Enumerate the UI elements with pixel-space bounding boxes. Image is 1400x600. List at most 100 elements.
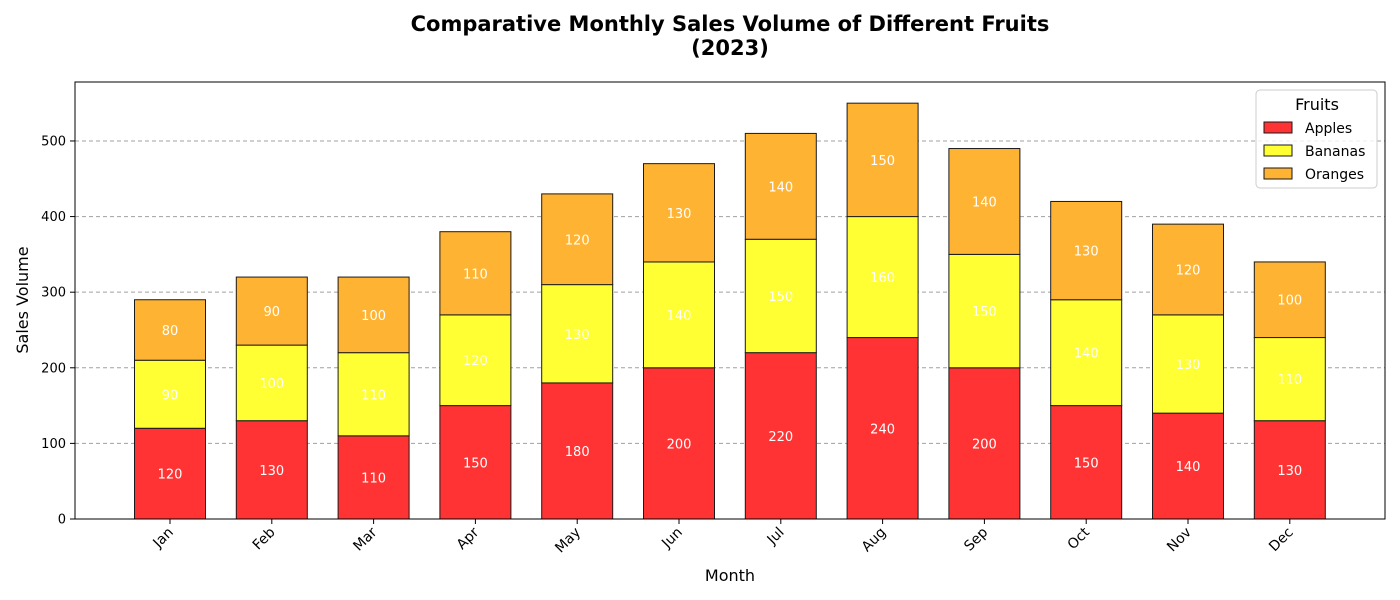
bar-apples-jun [643,367,715,520]
data-label: 200 [667,437,692,452]
data-label: 140 [1176,460,1201,475]
bar-oranges-mar [337,276,410,354]
data-label: 100 [1277,294,1302,309]
data-label: 150 [870,154,895,169]
data-label: 130 [667,207,692,222]
y-tick-label: 300 [41,286,66,301]
bar-bananas-jan [134,359,206,429]
y-tick-label: 200 [41,361,66,376]
chart-subtitle: (2023) [691,36,769,60]
data-labels: 120 90 80 130 100 90 110 110 100 150 120 110 180 130 1… [158,154,1303,487]
data-label: 220 [768,430,793,445]
bar-bananas-aug [846,216,919,339]
x-tick-label: May [552,525,584,557]
data-label: 150 [1074,456,1099,471]
bar-oranges-oct [1050,200,1123,301]
data-label: 150 [972,305,997,320]
data-label: 140 [667,309,692,324]
data-label: 120 [158,468,183,483]
x-axis-label: Month [705,566,755,585]
y-tick-label: 100 [41,437,66,452]
x-tick-label: Feb [250,524,279,553]
y-axis: 0 100 200 300 400 500 [41,134,75,528]
bar-oranges-aug [846,102,919,218]
data-label: 120 [565,233,590,248]
data-label: 130 [1277,464,1302,479]
data-label: 130 [259,464,284,479]
bar-oranges-jan [134,299,206,361]
bar-apples-sep [948,367,1021,520]
data-label: 130 [1176,358,1201,373]
y-tick-label: 500 [41,134,66,149]
legend-label-apples: Apples [1305,121,1352,137]
bar-oranges-feb [235,276,308,346]
data-label: 200 [972,437,997,452]
data-label: 150 [768,290,793,305]
plot-area [74,81,1386,520]
legend-title: Fruits [1295,95,1339,114]
bar-bananas-sep [948,253,1021,369]
bar-oranges-apr [439,231,512,316]
bar-apples-apr [439,405,512,520]
chart-title: Comparative Monthly Sales Volume of Diff… [411,12,1050,36]
data-label: 110 [463,267,488,282]
legend: Fruits Apples Bananas Oranges [1255,89,1378,189]
bar-oranges-dec [1253,261,1326,339]
x-tick-label: Oct [1065,524,1094,553]
data-label: 100 [259,377,284,392]
bar-apples-may [541,382,614,520]
x-tick-label: Jun [658,525,685,552]
data-label: 180 [565,445,590,460]
bar-apples-jul [744,352,817,520]
legend-label-oranges: Oranges [1305,167,1364,183]
data-label: 130 [565,328,590,343]
y-axis-label: Sales Volume [13,246,32,353]
bar-oranges-may [541,193,614,286]
data-label: 110 [361,471,386,486]
x-tick-label: Aug [859,525,890,556]
y-tick-label: 400 [41,210,66,225]
data-label: 110 [1277,373,1302,388]
data-label: 90 [162,388,179,403]
bar-apples-aug [846,337,919,520]
data-label: 130 [1074,245,1099,260]
bar-apples-oct [1050,405,1123,520]
x-tick-label: Jul [764,525,788,549]
legend-box [1255,89,1378,189]
data-label: 90 [264,305,281,320]
legend-swatch-apples [1263,121,1293,134]
data-label: 240 [870,422,895,437]
data-label: 120 [463,354,488,369]
x-axis: Jan Feb Mar Apr May Jun Jul Aug Sep Oct Nov Dec [150,519,1297,556]
x-tick-label: Sep [961,524,991,554]
x-tick-label: Apr [454,524,483,553]
legend-swatch-bananas [1263,144,1293,157]
bar-bananas-may [541,284,614,384]
x-tick-label: Mar [350,524,380,554]
legend-label-bananas: Bananas [1305,144,1365,160]
data-label: 110 [361,388,386,403]
bars [134,102,1326,520]
data-label: 140 [1074,347,1099,362]
bar-bananas-jun [643,261,715,369]
bar-oranges-jun [643,163,715,263]
data-label: 80 [162,324,179,339]
x-tick-label: Jan [150,525,177,552]
bar-oranges-nov [1152,223,1224,316]
data-label: 140 [768,180,793,195]
bar-apples-dec [1253,420,1326,520]
bar-bananas-mar [337,352,410,437]
bar-bananas-dec [1253,337,1326,422]
data-label: 100 [361,309,386,324]
data-label: 150 [463,456,488,471]
data-label: 120 [1176,264,1201,279]
bar-apples-nov [1152,412,1224,520]
y-tick-label: 0 [58,513,66,528]
bar-oranges-jul [744,132,817,240]
bar-bananas-jul [744,238,817,354]
x-tick-label: Dec [1266,525,1296,555]
bar-bananas-nov [1152,314,1224,414]
bar-bananas-oct [1050,299,1123,407]
data-label: 140 [972,195,997,210]
